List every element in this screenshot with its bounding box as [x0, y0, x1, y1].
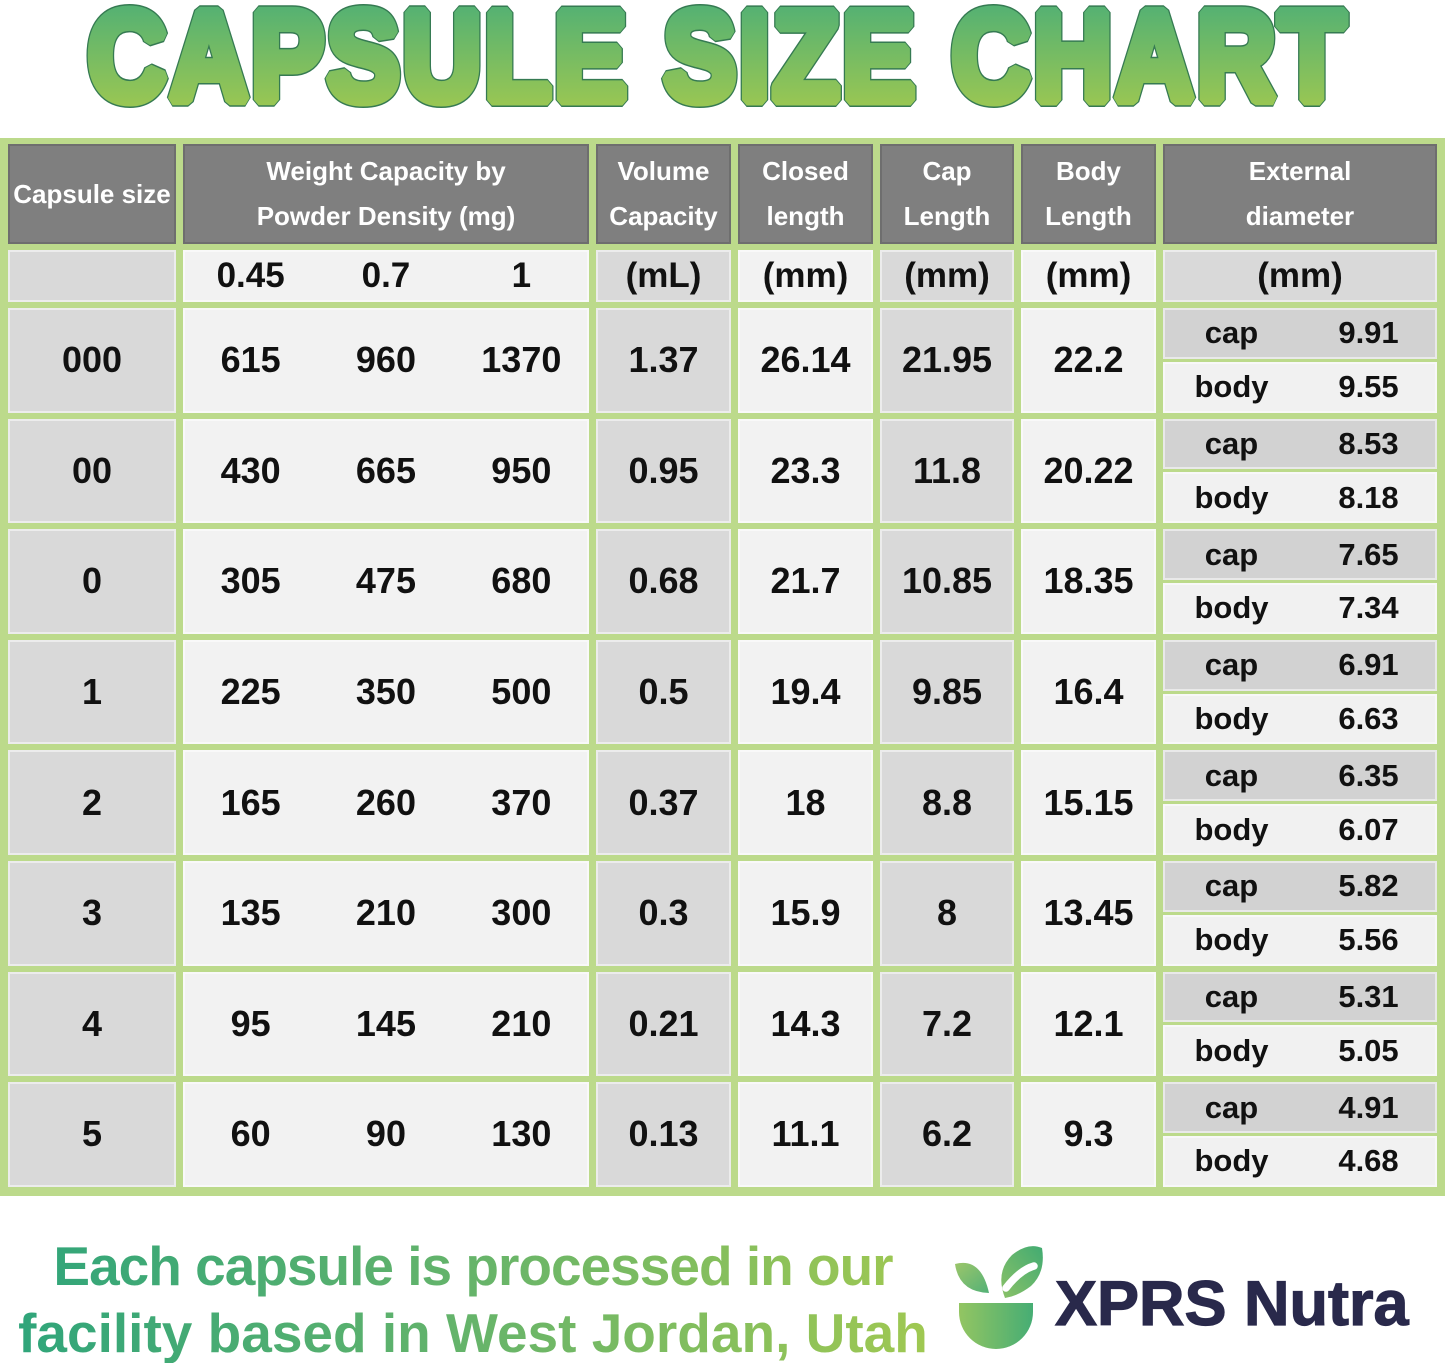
svg-text:CAPSULE SIZE CHART: CAPSULE SIZE CHART [88, 0, 1348, 128]
svg-text:CAPSULE SIZE CHART: CAPSULE SIZE CHART [88, 0, 1348, 128]
